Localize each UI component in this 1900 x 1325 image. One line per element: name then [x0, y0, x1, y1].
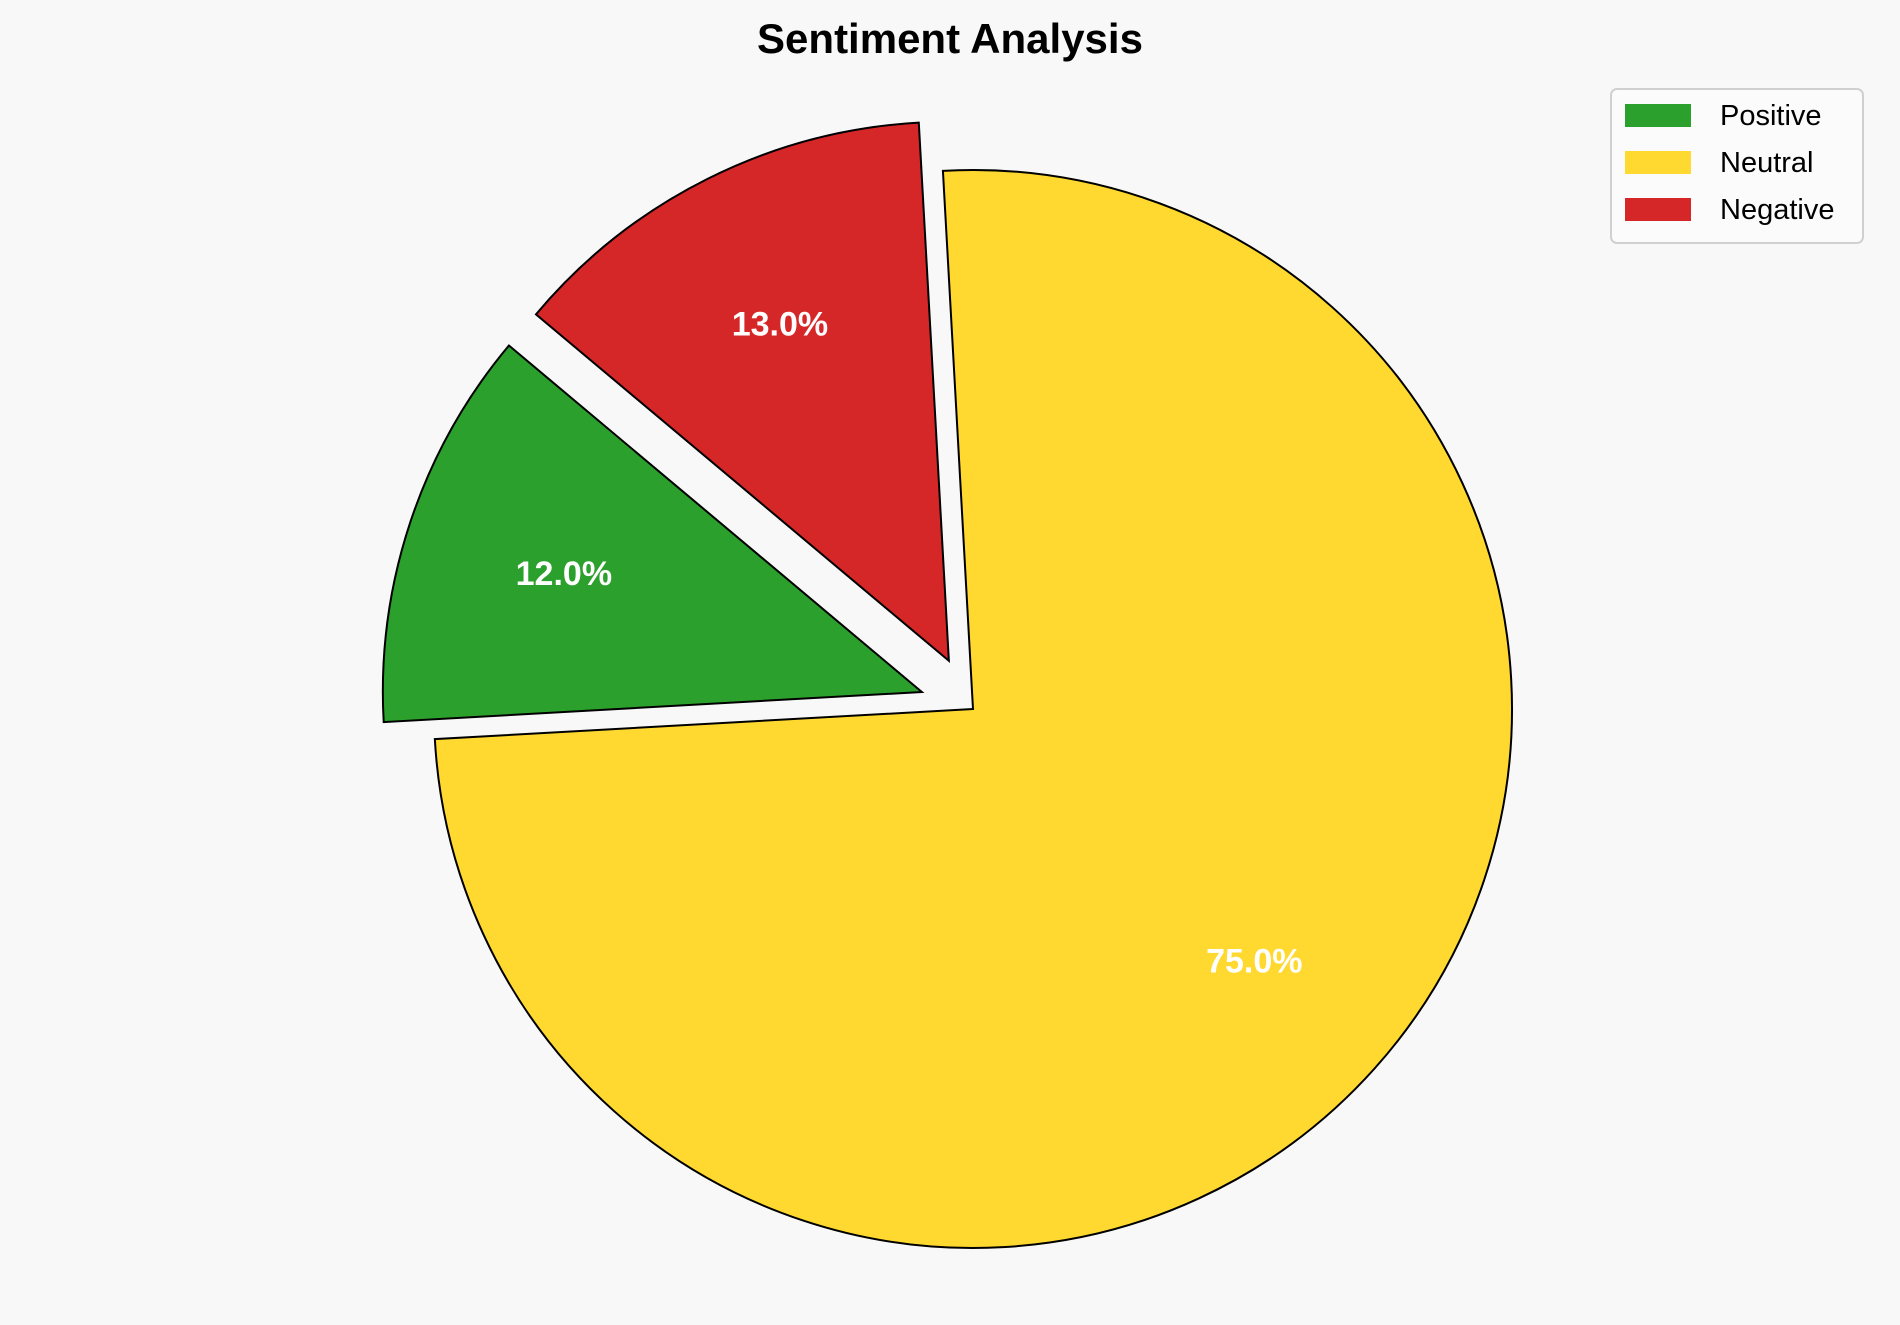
slice-label-negative: 13.0% [732, 305, 828, 343]
slice-label-positive: 12.0% [516, 555, 612, 593]
chart-title: Sentiment Analysis [757, 15, 1143, 62]
legend-swatch-neutral [1625, 151, 1691, 174]
legend-swatch-negative [1625, 198, 1691, 221]
pie-slice-positive [381, 344, 925, 724]
legend-swatch-positive [1625, 104, 1691, 127]
pie-slice-negative [534, 121, 950, 664]
legend-label-positive: Positive [1720, 100, 1822, 132]
legend: Positive Neutral Negative [1610, 88, 1864, 244]
slice-label-neutral: 75.0% [1206, 942, 1302, 980]
legend-label-neutral: Neutral [1720, 147, 1814, 179]
pie-slice-neutral [433, 169, 1513, 1249]
legend-label-negative: Negative [1720, 194, 1834, 226]
